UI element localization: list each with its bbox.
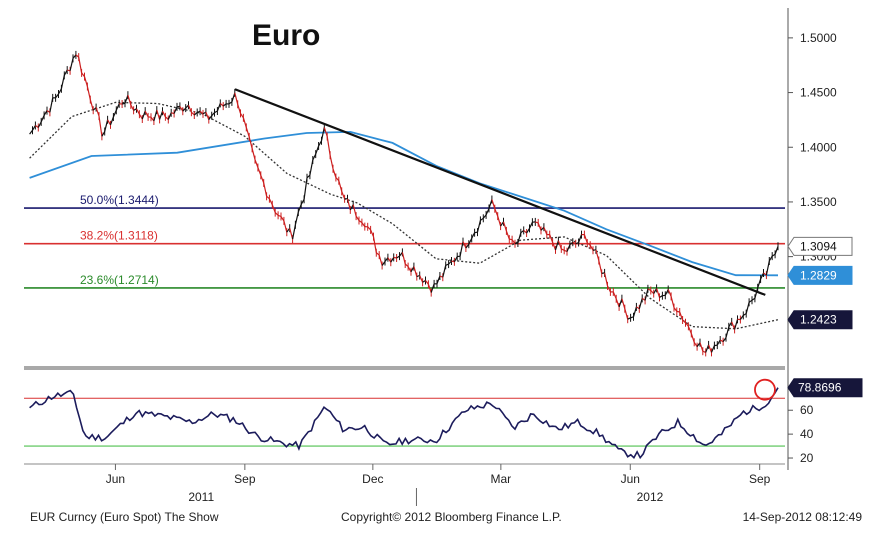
x-tick-label: Mar	[491, 472, 512, 486]
x-tick-label: Sep	[749, 472, 771, 486]
price-tick-label: 1.3500	[800, 195, 837, 209]
last-value-label: 1.2423	[800, 313, 837, 327]
x-tick-label: Sep	[234, 472, 256, 486]
x-tick-label: Jun	[106, 472, 125, 486]
fib-levels: 50.0%(1.3444) 38.2%(1.3118) 23.6%(1.2714)	[24, 193, 785, 288]
price-tick-label: 1.5000	[800, 31, 837, 45]
chart-title: Euro	[252, 19, 320, 52]
footer-right: 14-Sep-2012 08:12:49	[743, 510, 863, 524]
rsi-tick-label: 60	[800, 403, 814, 417]
trendline	[235, 89, 765, 295]
fib-level-label: 50.0%(1.3444)	[80, 193, 159, 207]
last-value-label: 1.3094	[800, 239, 837, 253]
rsi-panel	[24, 380, 785, 458]
rsi-tick-label: 20	[800, 451, 814, 465]
price-tick-label: 1.4500	[800, 86, 837, 100]
footer-left: EUR Curncy (Euro Spot) The Show	[30, 510, 219, 524]
x-tick-label: Jun	[621, 472, 640, 486]
x-tick-label: Dec	[362, 472, 383, 486]
panel-separator	[24, 366, 785, 370]
year-label: 2011	[188, 490, 214, 504]
fib-level-label: 23.6%(1.2714)	[80, 273, 159, 287]
year-label: 2012	[637, 490, 664, 504]
price-tick-label: 1.4000	[800, 140, 837, 154]
footer-center: Copyright© 2012 Bloomberg Finance L.P.	[341, 510, 562, 524]
fib-level-label: 38.2%(1.3118)	[80, 229, 158, 243]
last-value-label: 1.2829	[800, 268, 837, 282]
rsi-tick-label: 40	[800, 427, 814, 441]
rsi-value-label: 78.8696	[798, 381, 842, 395]
grid-layer	[24, 366, 785, 370]
rsi-highlight-circle	[755, 380, 775, 400]
trendline-layer	[235, 89, 765, 295]
